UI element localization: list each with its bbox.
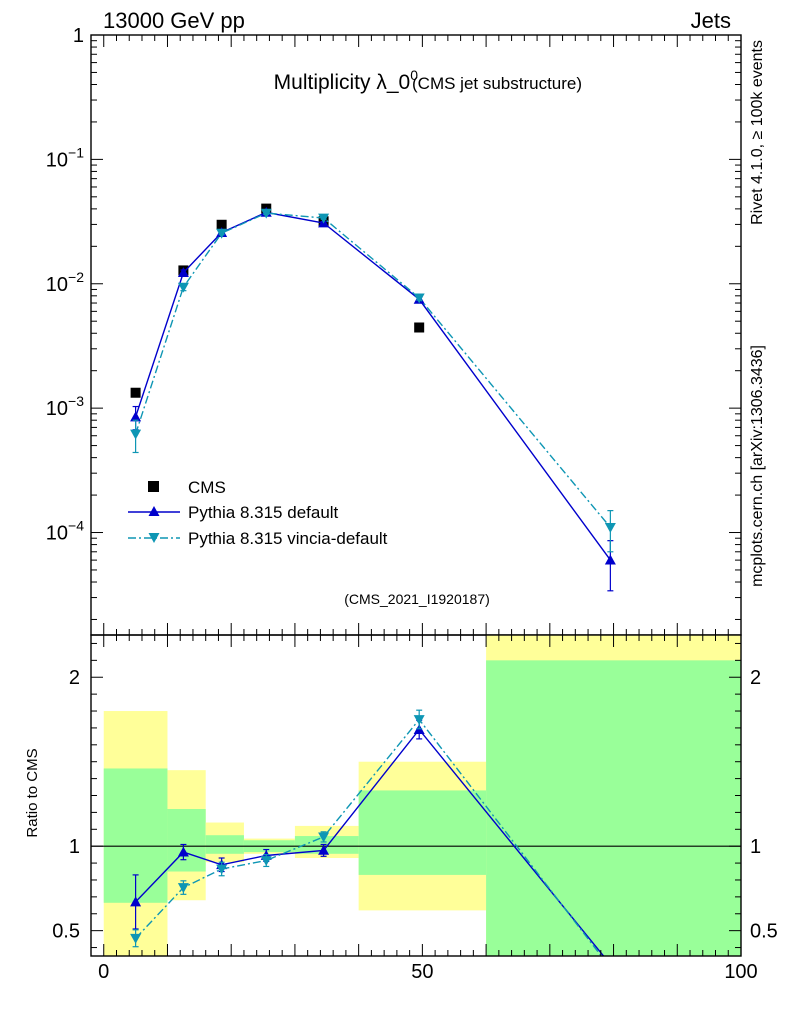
ratio-band-green <box>294 836 359 854</box>
ratio-band-green <box>205 835 244 854</box>
main-y-tick-label: 10−1 <box>46 144 84 171</box>
main-plot-panel: 1 10−1 10−2 10−3 10−4 Multiplicity λ_00 (CMS… <box>46 25 742 636</box>
legend: CMS Pythia 8.315 default Pythia 8.315 vi… <box>128 478 388 548</box>
legend-marker-pythia-vincia <box>148 533 160 543</box>
main-y-tick-label: 1 <box>73 25 84 47</box>
ratio-band-green <box>486 660 741 956</box>
ratio-point-pythia-default <box>130 896 142 907</box>
ratio-x-tick-label: 100 <box>724 961 757 983</box>
main-point-pythia-vincia <box>604 522 616 533</box>
ratio-point-pythia-default <box>318 844 330 855</box>
main-point-pythia-vincia <box>413 293 425 304</box>
ratio-x-tick-label: 50 <box>411 961 433 983</box>
main-point-pythia-default <box>130 411 142 422</box>
main-y-tick-label: 10−2 <box>46 269 84 296</box>
main-point-pythia-vincia <box>260 208 272 219</box>
legend-marker-cms <box>148 481 159 492</box>
ratio-point-pythia-vincia <box>216 864 228 875</box>
main-point-pythia-default <box>604 554 616 565</box>
ratio-point-pythia-vincia <box>177 883 189 894</box>
mcplots-reference-label: mcplots.cern.ch [arXiv:1306.3436] <box>749 345 766 587</box>
ratio-y-axis-label: Ratio to CMS <box>24 748 41 837</box>
main-point-pythia-default <box>177 267 189 277</box>
main-point-cms <box>414 322 425 333</box>
main-point-pythia-vincia <box>318 213 330 224</box>
plot-title-suffix: (CMS jet substructure) <box>412 74 582 93</box>
plot-title: Multiplicity λ_00 <box>274 67 419 94</box>
ratio-plot-panel: 0.5 0.5 1 1 2 2 0 50 100 Ratio to CMS <box>24 634 778 983</box>
ratio-point-pythia-vincia <box>318 832 330 843</box>
ratio-point-pythia-vincia <box>130 933 142 944</box>
ratio-y-tick-label-right: 0.5 <box>750 921 778 943</box>
ratio-y-tick-label-left: 2 <box>69 667 80 689</box>
energy-beam-label: 13000 GeV pp <box>103 8 245 33</box>
ratio-point-pythia-vincia <box>260 856 272 867</box>
rivet-version-label: Rivet 4.1.0, ≥ 100k events <box>749 40 766 225</box>
main-y-tick-label: 10−4 <box>46 518 84 545</box>
legend-label-pythia-vincia: Pythia 8.315 vincia-default <box>188 529 388 548</box>
analysis-watermark: (CMS_2021_I1920187) <box>344 591 490 607</box>
ratio-y-tick-label-right: 2 <box>750 667 761 689</box>
legend-marker-pythia-default <box>148 506 160 516</box>
plot-title-main: Multiplicity λ_0 <box>274 71 411 94</box>
main-point-cms <box>216 219 227 230</box>
main-point-pythia-vincia <box>130 429 142 440</box>
ratio-band-green <box>358 790 487 875</box>
ratio-y-tick-label-left: 0.5 <box>52 921 80 943</box>
legend-label-cms: CMS <box>188 478 226 497</box>
ratio-y-tick-label-left: 1 <box>69 836 80 858</box>
main-y-tick-label: 10−3 <box>46 393 84 420</box>
ratio-y-tick-label-right: 1 <box>750 836 761 858</box>
ratio-point-pythia-vincia <box>413 715 425 725</box>
legend-label-pythia-default: Pythia 8.315 default <box>188 503 339 522</box>
main-point-cms <box>130 387 141 398</box>
main-point-pythia-vincia <box>177 282 189 293</box>
process-label: Jets <box>691 8 731 33</box>
ratio-x-tick-label: 0 <box>98 961 109 983</box>
plot-title-superscript: 0 <box>410 67 418 83</box>
ratio-point-pythia-default <box>177 846 189 857</box>
main-point-pythia-vincia <box>216 228 228 239</box>
